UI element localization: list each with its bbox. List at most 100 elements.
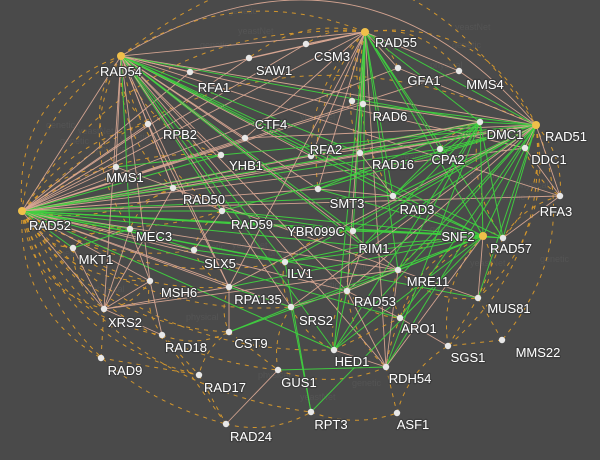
graph-node-label-rad57: RAD57: [490, 241, 532, 256]
graph-edge-physical: [244, 31, 366, 139]
background-watermark: yeastNet: [470, 258, 506, 268]
graph-edge-genetic: [385, 121, 481, 368]
graph-node-mkt1[interactable]: [69, 244, 77, 252]
graph-edge-physical: [120, 0, 537, 126]
node-layer[interactable]: [18, 28, 564, 428]
graph-edge-physical: [103, 187, 174, 310]
graph-edge-yeastnet: [228, 331, 279, 371]
graph-node-ddc1[interactable]: [521, 144, 529, 152]
graph-node-rad24[interactable]: [222, 420, 230, 428]
graph-edge-physical: [21, 55, 122, 212]
graph-node-gfa1[interactable]: [394, 64, 402, 72]
graph-node-smt3[interactable]: [314, 185, 322, 193]
graph-edge-genetic: [228, 286, 292, 308]
graph-node-mms4[interactable]: [455, 67, 463, 75]
graph-node-srs2[interactable]: [287, 303, 295, 311]
graph-node-ybr099c[interactable]: [349, 227, 357, 235]
graph-node-rad54[interactable]: [117, 52, 125, 60]
graph-node-rad18[interactable]: [158, 331, 166, 339]
graph-node-mms1[interactable]: [112, 163, 120, 171]
graph-edge-genetic: [385, 124, 537, 368]
background-watermark: genetic: [228, 6, 258, 16]
graph-node-label-mec3: MEC3: [136, 229, 172, 244]
graph-node-xrs2[interactable]: [100, 305, 108, 313]
graph-node-rad16[interactable]: [356, 149, 364, 157]
graph-node-rad6[interactable]: [359, 100, 367, 108]
graph-node-mms22[interactable]: [498, 336, 506, 344]
graph-node-mre11[interactable]: [394, 266, 402, 274]
graph-node-ctf4[interactable]: [241, 134, 249, 142]
graph-edge-genetic: [290, 306, 312, 413]
graph-node-slx5[interactable]: [190, 246, 198, 254]
graph-node-rfa1[interactable]: [186, 68, 194, 76]
graph-node-rad59[interactable]: [218, 207, 226, 215]
graph-edge-genetic: [120, 55, 364, 247]
graph-node-label-rad9: RAD9: [108, 363, 143, 378]
graph-edge-genetic: [352, 31, 366, 232]
graph-node-rad17[interactable]: [195, 371, 203, 379]
graph-edge-yeastnet: [305, 29, 366, 45]
graph-node-label-mms22: MMS22: [516, 345, 561, 360]
graph-node-rad3[interactable]: [389, 192, 397, 200]
graph-node-rpt3[interactable]: [307, 408, 315, 416]
background-watermark: physical: [430, 60, 463, 70]
graph-edge-physical: [346, 245, 364, 292]
graph-node-saw1[interactable]: [245, 54, 253, 62]
graph-node-rad53[interactable]: [343, 287, 351, 295]
graph-node-mus81[interactable]: [474, 294, 482, 302]
graph-node-rad50[interactable]: [169, 184, 177, 192]
graph-node-sgs1[interactable]: [444, 342, 452, 350]
graph-node-label-sgs1: SGS1: [451, 350, 486, 365]
graph-edge-genetic: [120, 55, 361, 154]
graph-node-csm3[interactable]: [302, 40, 310, 48]
graph-node-rfa3[interactable]: [556, 192, 564, 200]
background-watermark: genetic: [470, 170, 500, 180]
graph-node-rdh54[interactable]: [382, 363, 390, 371]
graph-node-label-cpa2: CPA2: [432, 152, 465, 167]
graph-edge-physical: [310, 31, 366, 157]
graph-node-rpa135[interactable]: [225, 283, 233, 291]
graph-node-rad51[interactable]: [532, 121, 540, 129]
graph-node-rad55b[interactable]: [348, 97, 356, 105]
graph-node-hed1[interactable]: [330, 346, 338, 354]
graph-edge-yeastnet: [535, 124, 561, 197]
graph-edge-yeastnet: [103, 280, 151, 310]
graph-node-msh6[interactable]: [146, 277, 154, 285]
graph-node-cpa2[interactable]: [436, 145, 444, 153]
graph-node-rpb2[interactable]: [144, 120, 152, 128]
graph-node-rad52[interactable]: [18, 207, 26, 215]
graph-node-rad55[interactable]: [361, 28, 369, 36]
graph-edge-physical: [72, 247, 105, 310]
graph-node-snf2[interactable]: [479, 232, 487, 240]
graph-edge-genetic: [333, 235, 484, 351]
graph-edge-physical: [21, 70, 460, 212]
background-watermark: genetic: [430, 224, 460, 234]
graph-node-ilv1[interactable]: [281, 258, 289, 266]
graph-edge-genetic: [477, 124, 537, 299]
graph-edge-physical: [103, 55, 122, 310]
graph-node-rim1[interactable]: [359, 242, 367, 250]
graph-edge-yeastnet: [364, 31, 399, 69]
background-watermark: genetic: [352, 378, 382, 388]
graph-node-rfa2[interactable]: [307, 152, 315, 160]
graph-edge-genetic: [362, 121, 481, 247]
graph-edge-physical: [193, 210, 223, 251]
graph-node-rad9[interactable]: [97, 354, 105, 362]
graph-node-rad57[interactable]: [499, 234, 507, 242]
graph-node-label-asf1: ASF1: [397, 417, 430, 432]
graph-node-mec3[interactable]: [126, 225, 134, 233]
background-watermark: yeastNet: [300, 392, 336, 402]
graph-node-dmc1[interactable]: [476, 118, 484, 126]
graph-edge-yeastnet: [120, 55, 174, 189]
graph-node-asf1[interactable]: [393, 409, 401, 417]
graph-edge-physical: [21, 210, 151, 282]
graph-node-aro1[interactable]: [396, 314, 404, 322]
graph-node-label-rad3: RAD3: [400, 202, 435, 217]
graph-node-gus1[interactable]: [274, 366, 282, 374]
graph-edge-yeastnet: [21, 210, 105, 310]
graph-node-cst9[interactable]: [225, 328, 233, 336]
graph-edge-physical: [244, 124, 537, 139]
graph-node-yhb1[interactable]: [217, 151, 225, 159]
